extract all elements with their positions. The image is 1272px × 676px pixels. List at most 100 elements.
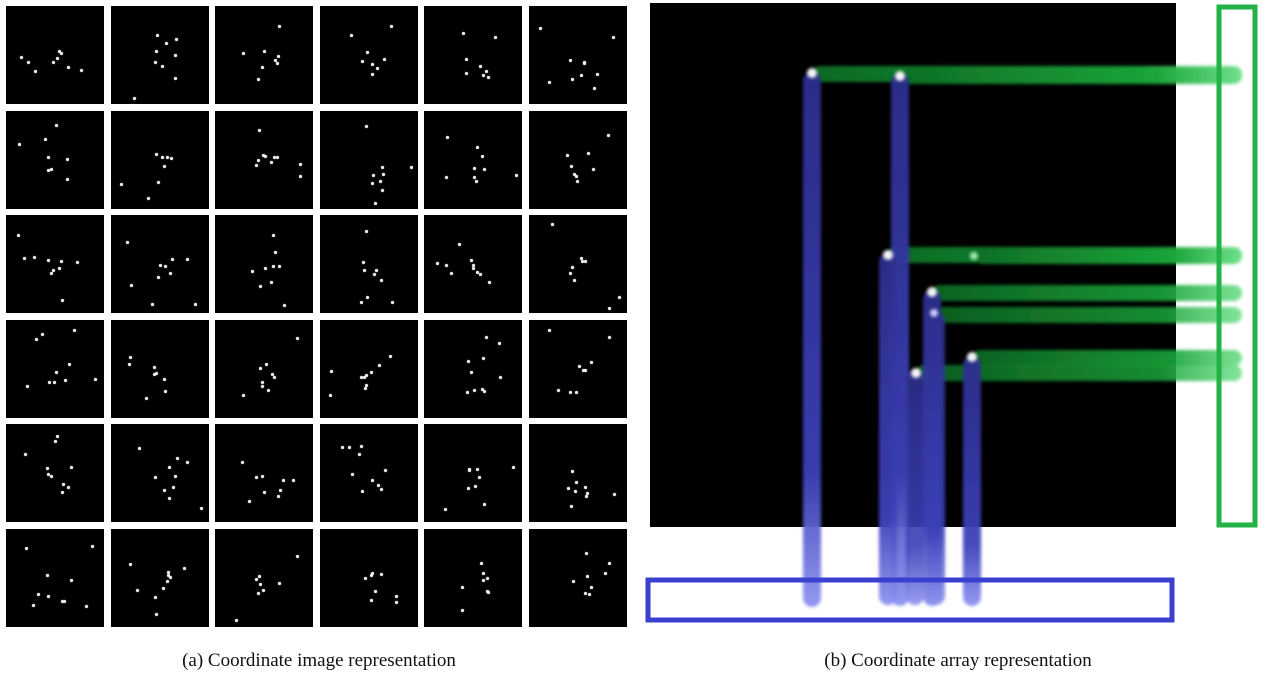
point: [145, 396, 149, 400]
point: [569, 391, 573, 395]
point: [472, 264, 476, 268]
point: [466, 486, 470, 490]
point: [380, 488, 383, 492]
point: [586, 492, 590, 496]
point: [73, 329, 77, 333]
point: [487, 281, 491, 285]
point: [64, 379, 67, 383]
point: [363, 268, 366, 272]
point: [365, 374, 369, 378]
y-projection-bar: [934, 307, 1242, 323]
point: [27, 61, 31, 65]
point: [612, 36, 616, 40]
point-image-cell: [6, 529, 104, 627]
point-image-cell: [215, 320, 313, 418]
point: [24, 453, 27, 457]
point: [43, 138, 47, 142]
point-image-cell: [111, 111, 209, 209]
point: [254, 164, 258, 168]
point: [46, 258, 50, 262]
point: [282, 303, 286, 307]
point: [31, 604, 35, 608]
point: [127, 362, 131, 366]
point: [930, 309, 938, 317]
point-image-cell: [6, 320, 104, 418]
point: [168, 271, 172, 275]
point-image-cell: [215, 424, 313, 522]
y-projection-bar: [972, 350, 1242, 366]
point: [70, 466, 73, 470]
point: [487, 591, 491, 595]
point: [592, 168, 595, 172]
point: [256, 77, 260, 81]
point: [498, 376, 502, 380]
point: [93, 378, 97, 381]
point: [379, 279, 383, 283]
point: [483, 389, 487, 393]
point: [911, 368, 921, 378]
point: [55, 434, 59, 438]
point: [370, 62, 374, 66]
point: [61, 600, 65, 604]
point: [276, 155, 280, 159]
point: [61, 483, 65, 487]
point-image-cell: [529, 215, 627, 313]
point: [272, 265, 275, 269]
point: [186, 460, 189, 464]
point: [277, 25, 281, 29]
point: [360, 375, 363, 379]
point: [373, 202, 377, 206]
point: [473, 175, 477, 179]
point: [258, 284, 262, 288]
point: [66, 485, 70, 489]
point: [576, 180, 580, 184]
point: [547, 80, 551, 84]
point-image-cell: [6, 215, 104, 313]
point: [460, 609, 464, 613]
point-image-cell: [320, 111, 418, 209]
point: [186, 257, 190, 261]
point: [129, 563, 133, 567]
y-coordinate-array-box: [1216, 4, 1258, 528]
point: [41, 332, 45, 336]
point: [350, 33, 354, 37]
point-image-cell: [320, 529, 418, 627]
point: [569, 271, 572, 275]
point: [573, 489, 577, 493]
point: [163, 265, 167, 269]
point: [450, 272, 454, 276]
point-image-cell: [215, 111, 313, 209]
point: [151, 302, 155, 306]
point: [154, 595, 158, 599]
point: [584, 485, 588, 489]
point: [512, 465, 516, 469]
point: [53, 439, 57, 443]
point: [138, 446, 142, 450]
point-image-cell: [6, 6, 104, 104]
point: [259, 366, 263, 370]
point-image-cell: [6, 424, 104, 522]
point: [26, 385, 29, 389]
point: [359, 300, 363, 304]
point: [569, 164, 573, 168]
x-projection-bar: [879, 253, 897, 605]
point: [133, 96, 137, 100]
source-points: [807, 68, 978, 378]
x-projection-bar: [906, 371, 924, 605]
point: [263, 50, 267, 54]
point: [34, 338, 38, 342]
point: [55, 124, 58, 128]
point: [365, 230, 369, 234]
point: [155, 49, 159, 53]
point: [256, 592, 260, 596]
point: [136, 589, 140, 593]
point: [607, 306, 611, 310]
point: [170, 157, 173, 161]
point: [277, 494, 281, 498]
point: [256, 158, 260, 162]
point-image-cell: [529, 6, 627, 104]
point: [247, 500, 251, 503]
point: [162, 165, 166, 169]
y-projection-bar: [900, 68, 1242, 84]
point: [469, 258, 473, 262]
